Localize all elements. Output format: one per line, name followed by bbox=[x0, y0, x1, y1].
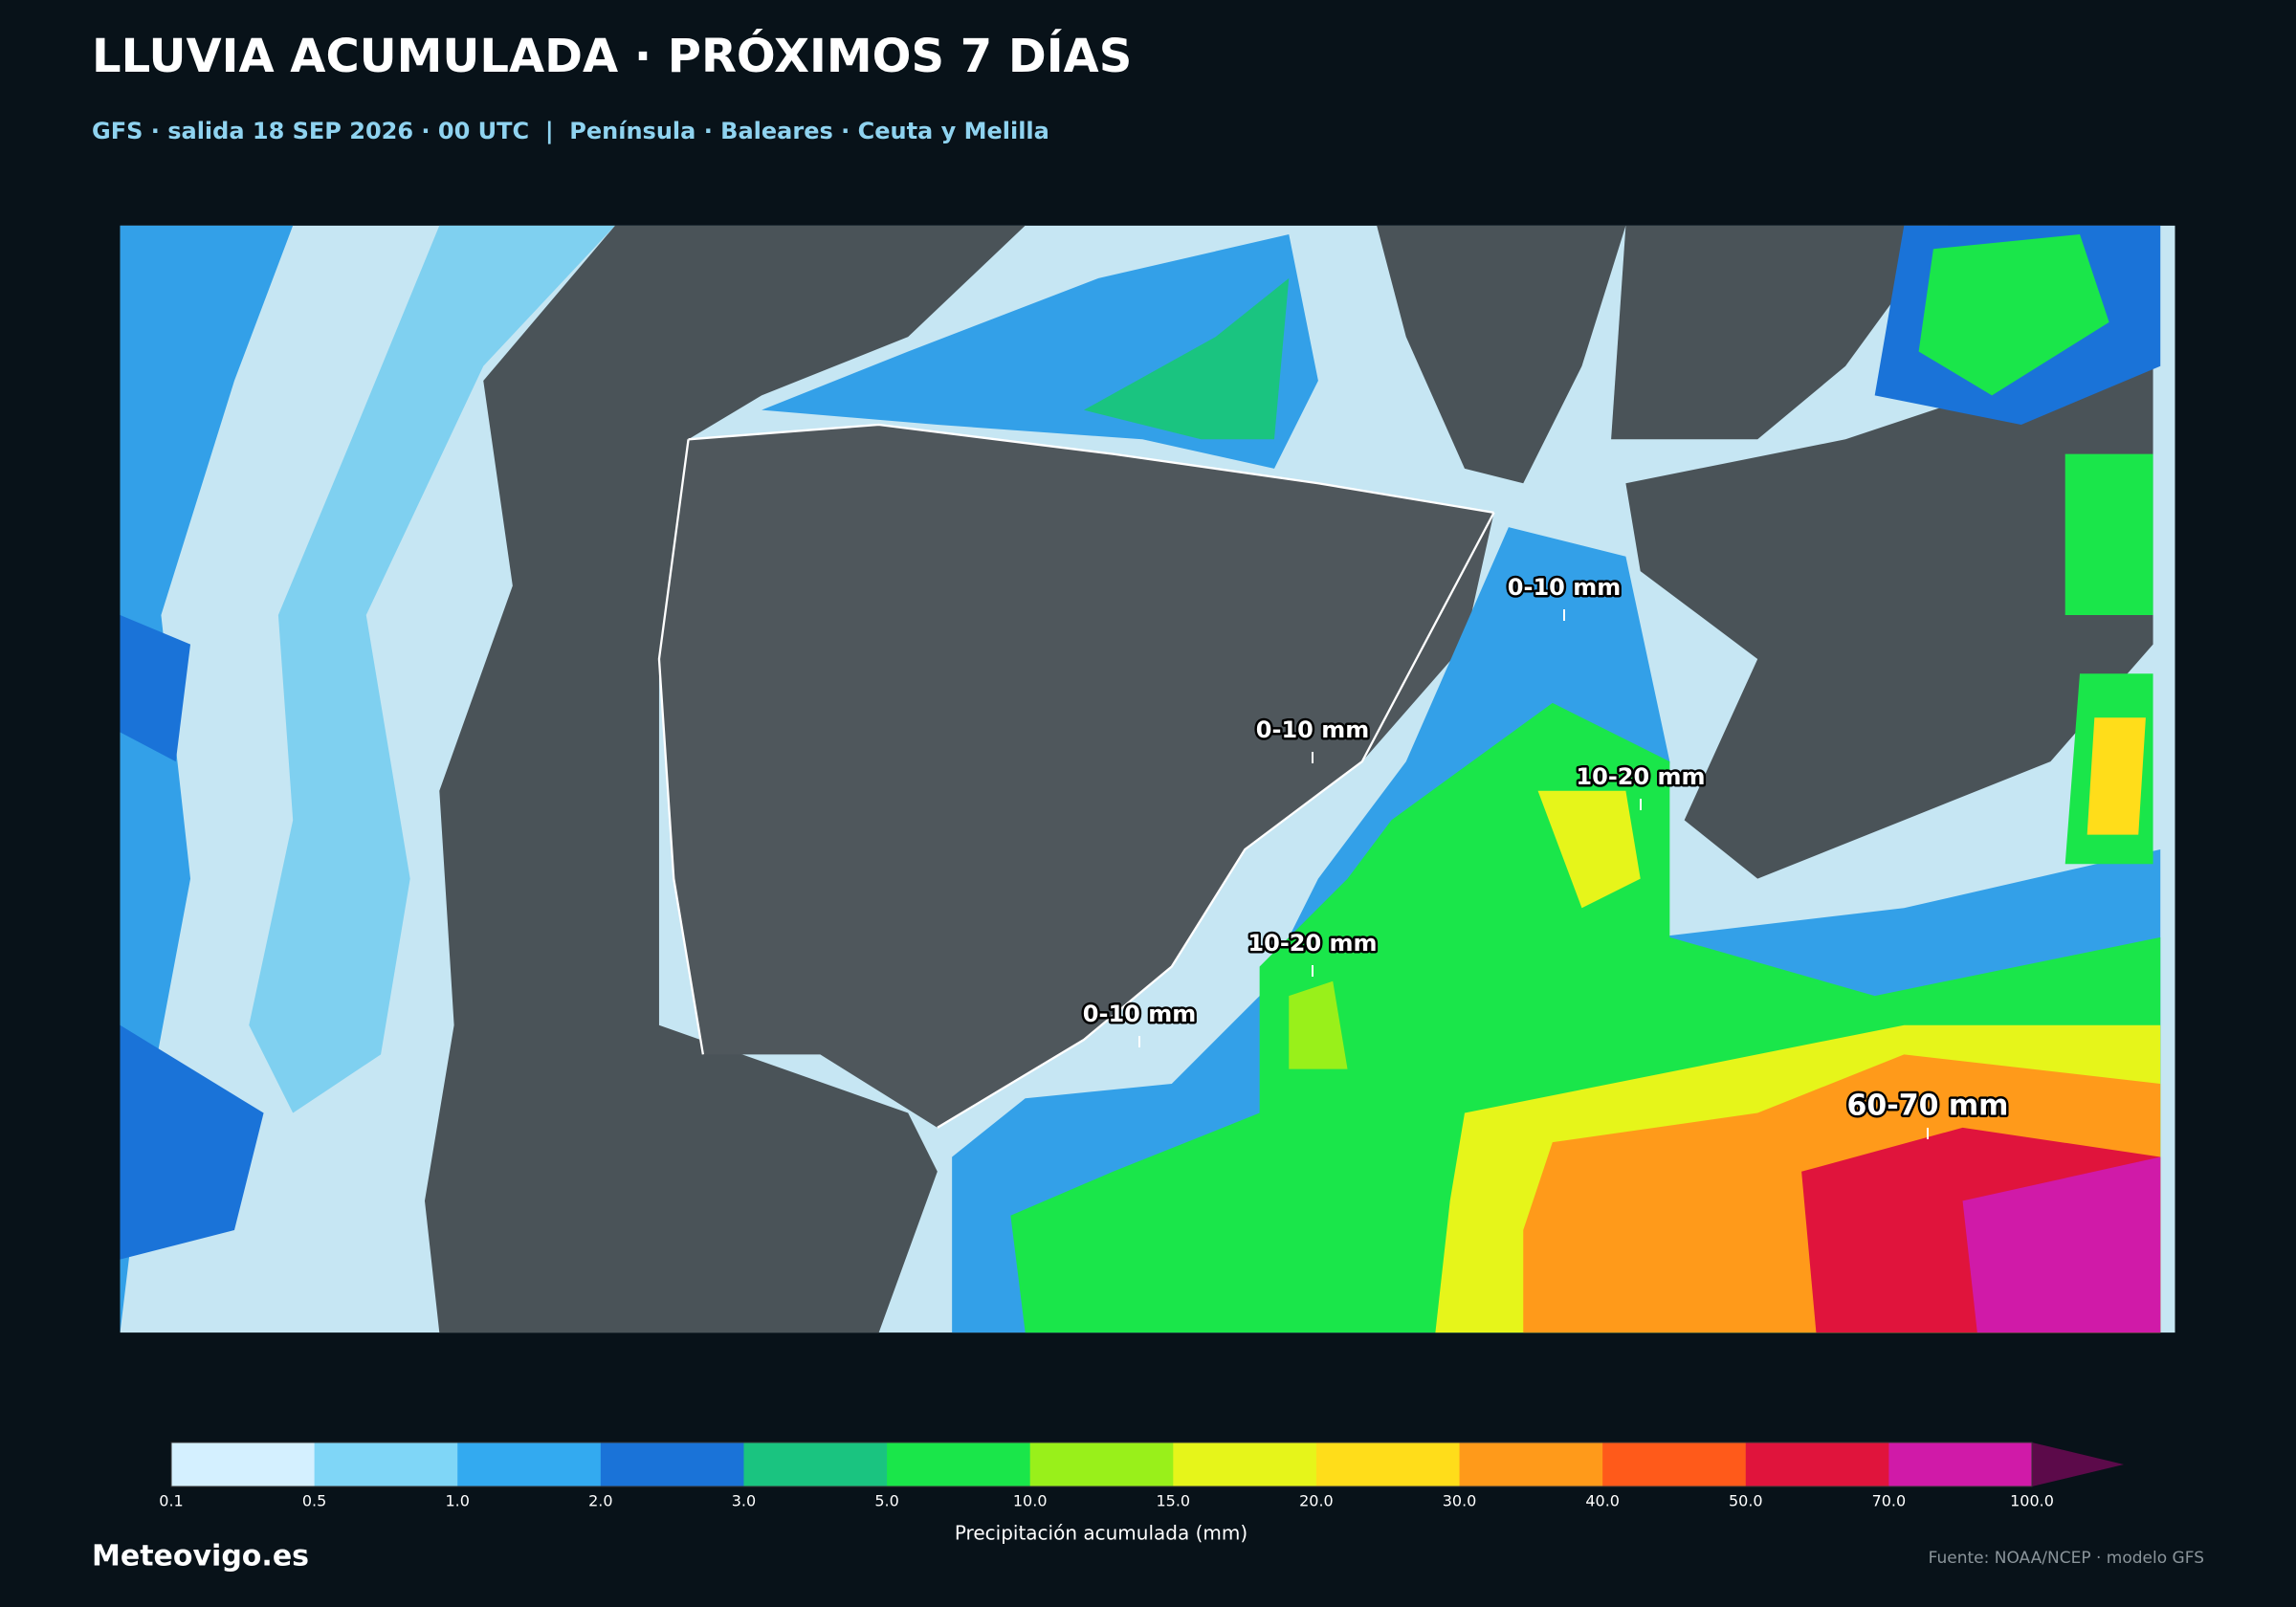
colorbar-tick-label: 5.0 bbox=[874, 1492, 898, 1510]
colorbar-segment bbox=[1602, 1442, 1747, 1486]
title: LLUVIA ACUMULADA · PRÓXIMOS 7 DÍAS bbox=[92, 29, 1132, 83]
rain-label: 0-10 mm bbox=[1508, 574, 1621, 601]
map bbox=[120, 225, 2175, 1333]
colorbar-tick-label: 30.0 bbox=[1443, 1492, 1477, 1510]
colorbar-segment bbox=[1173, 1442, 1317, 1486]
colorbar-segment bbox=[600, 1442, 744, 1486]
colorbar: 0.1 0.5 1.0 2.0 3.0 5.0 10.0 15.0 20.0 30.0 40.0 50… bbox=[159, 1442, 2124, 1510]
colorbar-tick-label: 100.0 bbox=[2010, 1492, 2054, 1510]
colorbar-tick-label: 40.0 bbox=[1585, 1492, 1620, 1510]
colorbar-title: Precipitación acumulada (mm) bbox=[955, 1522, 1247, 1545]
colorbar-tick-label: 1.0 bbox=[446, 1492, 470, 1510]
colorbar-frame bbox=[170, 1442, 2033, 1487]
colorbar-segment bbox=[171, 1442, 316, 1486]
colorbar-segment bbox=[887, 1442, 1031, 1486]
colorbar-tick-label: 10.0 bbox=[1013, 1492, 1048, 1510]
source: Fuente: NOAA/NCEP · modelo GFS bbox=[1929, 1549, 2204, 1568]
colorbar-extension bbox=[2032, 1442, 2124, 1486]
colorbar-tick-label: 20.0 bbox=[1299, 1492, 1334, 1510]
brand: Meteovigo.es bbox=[92, 1540, 309, 1574]
colorbar-segment bbox=[1745, 1442, 1889, 1486]
colorbar-segment bbox=[1029, 1442, 1174, 1486]
colorbar-tick-label: 70.0 bbox=[1872, 1492, 1907, 1510]
colorbar-segment bbox=[1888, 1442, 2033, 1486]
colorbar-tick-label: 0.1 bbox=[159, 1492, 183, 1510]
colorbar-tick-label: 15.0 bbox=[1156, 1492, 1190, 1510]
rain-label: 10-20 mm bbox=[1576, 763, 1705, 790]
colorbar-segment bbox=[457, 1442, 602, 1486]
colorbar-segment bbox=[314, 1442, 458, 1486]
colorbar-segment bbox=[743, 1442, 888, 1486]
colorbar-tick-label: 2.0 bbox=[588, 1492, 612, 1510]
colorbar-tick-label: 3.0 bbox=[732, 1492, 756, 1510]
colorbar-tick-label: 0.5 bbox=[302, 1492, 326, 1510]
colorbar-tick-label: 50.0 bbox=[1729, 1492, 1763, 1510]
rain-label: 0-10 mm bbox=[1083, 1001, 1196, 1027]
rain-label: 10-20 mm bbox=[1247, 930, 1377, 957]
rain-label: 0-10 mm bbox=[1256, 716, 1369, 743]
rain-label: 60-70 mm bbox=[1847, 1090, 2009, 1123]
subtitle: GFS · salida 18 SEP 2026 · 00 UTC | Pení… bbox=[92, 118, 1049, 144]
map-labels: 0-10 mm 0-10 mm 10-20 mm 10-20 mm 0-10 mm 60-… bbox=[1080, 572, 2011, 1139]
colorbar-segment bbox=[1315, 1442, 1461, 1486]
colorbar-segment bbox=[1459, 1442, 1603, 1486]
